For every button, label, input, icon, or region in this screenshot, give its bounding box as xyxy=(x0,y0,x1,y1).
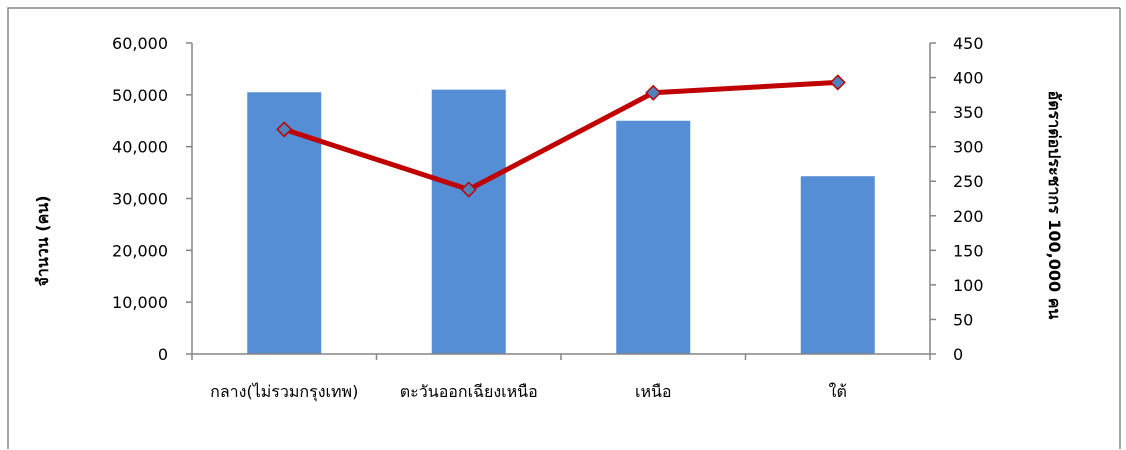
y-axis-right-tick-label: 0 xyxy=(953,345,963,364)
y-axis-right-tick-label: 50 xyxy=(953,310,973,329)
chart-frame-border xyxy=(7,7,1121,449)
y-axis-right-tick-labels: 0 50 100 150 200 250 300 350 400 450 xyxy=(953,34,984,364)
line-marker xyxy=(829,74,846,91)
y-axis-right-tick-label: 300 xyxy=(953,138,984,157)
y-axis-right-tick-label: 350 xyxy=(953,103,984,122)
y-axis-left-tick-label: 50,000 xyxy=(112,86,168,105)
y-axis-right-tick-label: 450 xyxy=(953,34,984,53)
line-markers xyxy=(276,74,846,198)
bar xyxy=(800,176,875,354)
y-axis-left-tick-label: 60,000 xyxy=(112,34,168,53)
line-marker xyxy=(276,121,293,138)
x-axis-category-label: ใต้ xyxy=(829,382,847,401)
bar-series xyxy=(247,89,875,355)
y-axis-left-tick-label: 40,000 xyxy=(112,138,168,157)
y-axis-right-tick-label: 150 xyxy=(953,241,984,260)
y-axis-left-tick-label: 0 xyxy=(158,345,168,364)
y-axis-right-tick-label: 100 xyxy=(953,276,984,295)
y-axis-right-tick-label: 200 xyxy=(953,207,984,226)
y-axis-left-tick-label: 20,000 xyxy=(112,241,168,260)
y-axis-left-title: จำนวน (คน) xyxy=(33,195,52,286)
x-axis-category-label: กลาง(ไม่รวมกรุงเทพ) xyxy=(210,382,358,402)
y-axis-left-tick-labels: 0 10,000 20,000 30,000 40,000 50,000 60,000 xyxy=(112,34,168,364)
plot-area: 0 10,000 20,000 30,000 40,000 50,000 60,000 0 5… xyxy=(112,34,984,402)
y-axis-right-tick-label: 250 xyxy=(953,172,984,191)
line-marker xyxy=(460,181,477,198)
y-axis-right-title: อัตราต่อประชากร 100,000 คน xyxy=(1045,91,1064,320)
y-axis-right-tick-label: 400 xyxy=(953,69,984,88)
line-marker xyxy=(645,84,662,101)
bar xyxy=(431,89,506,355)
y-axis-left-tick-label: 10,000 xyxy=(112,293,168,312)
line-series xyxy=(281,79,841,193)
line-series-path xyxy=(281,79,841,193)
bar xyxy=(616,120,691,354)
x-axis-category-labels: กลาง(ไม่รวมกรุงเทพ) ตะวันออกเฉียงเหนือ เหน… xyxy=(210,382,847,402)
y-axis-left-tick-label: 30,000 xyxy=(112,190,168,209)
x-axis-category-label: เหนือ xyxy=(635,382,672,401)
x-axis-category-label: ตะวันออกเฉียงเหนือ xyxy=(400,382,538,401)
axes xyxy=(186,42,936,360)
